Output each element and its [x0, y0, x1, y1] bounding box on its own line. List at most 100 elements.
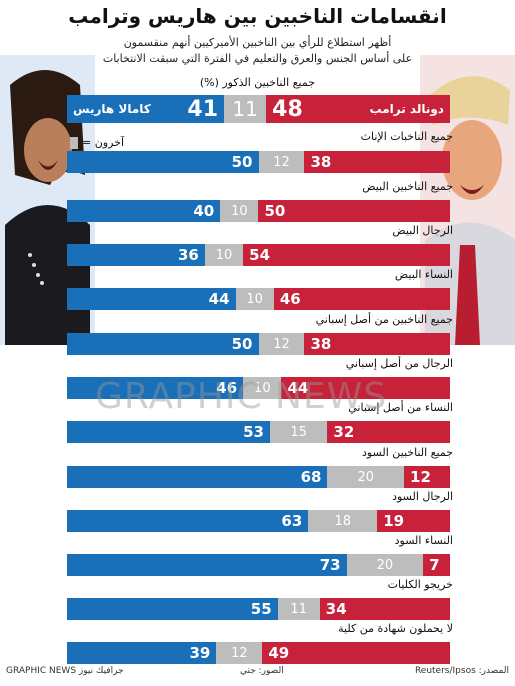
other-bar-segment: 10	[204, 244, 244, 266]
subtitle-line-1: أظهر استطلاع للرأي بين الناخبين الأميركي…	[123, 36, 392, 49]
legend-other: آخرون =	[70, 136, 124, 149]
trump-bar-segment: 48 دونالد ترامب	[266, 95, 450, 123]
other-bar-segment: 20	[327, 466, 405, 488]
row-label: الرجال البيض	[392, 224, 453, 237]
bar-row: 50 12 38	[67, 333, 450, 355]
bar-row: 44 10 46	[67, 288, 450, 310]
trump-bar-segment: 34	[319, 598, 450, 620]
legend-other-label: آخرون =	[82, 136, 125, 149]
bar-row: 68 20 12	[67, 466, 450, 488]
other-bar-segment: 18	[308, 510, 378, 532]
harris-value-label: 55	[250, 600, 272, 618]
other-value-label: 12	[231, 645, 248, 661]
harris-value-label: 39	[189, 644, 211, 662]
trump-value-label: 50	[264, 202, 286, 220]
bar-row: 40 10 50	[67, 200, 450, 222]
row-label: النساء من أصل إسباني	[348, 401, 453, 414]
row-label: خريجو الكليات	[387, 578, 453, 591]
trump-value-label: 46	[279, 290, 301, 308]
trump-name-label: دونالد ترامب	[369, 102, 444, 116]
bar-row: 36 10 54	[67, 244, 450, 266]
other-bar-segment: 10	[235, 288, 274, 310]
harris-value-label: 44	[208, 290, 230, 308]
bar-row: 63 18 19	[67, 510, 450, 532]
trump-bar-segment: 44	[281, 377, 450, 399]
trump-value-label: 19	[383, 512, 405, 530]
row-label: جميع الناخبين من أصل إسباني	[315, 313, 453, 326]
harris-value-label: 63	[281, 512, 303, 530]
footer-source: المصدر: Reuters/Ipsos	[414, 666, 509, 676]
other-value-label: 11	[290, 601, 307, 617]
other-value-label: 10	[215, 247, 233, 263]
harris-bar-segment: 50	[67, 333, 259, 355]
harris-value-label: 53	[243, 423, 264, 441]
harris-value-label: 68	[300, 468, 322, 486]
other-value-label: 12	[273, 336, 290, 352]
harris-bar-segment: 46	[67, 377, 244, 399]
other-bar-segment: 20	[346, 554, 424, 576]
harris-value-label: 73	[319, 556, 341, 574]
harris-value-label: 50	[231, 335, 253, 353]
bar-row: 53 15 32	[67, 421, 450, 443]
trump-bar-segment: 46	[273, 288, 450, 310]
bar-row: كامالا هاريس 41 11 48 دونالد ترامب	[67, 95, 450, 123]
harris-name-label: كامالا هاريس	[73, 102, 151, 116]
harris-value-label: 36	[178, 246, 199, 264]
row-label: جميع الناخبين البيض	[362, 180, 453, 193]
other-bar-segment: 10	[220, 200, 259, 222]
other-value-label: 20	[376, 557, 394, 573]
trump-value-label: 48	[272, 96, 303, 122]
trump-value-label: 32	[333, 423, 355, 441]
row-label: النساء السود	[394, 534, 453, 547]
harris-bar-segment: 44	[67, 288, 236, 310]
trump-value-label: 38	[310, 335, 332, 353]
subtitle-line-2: على أساس الجنس والعرق والتعليم في الفترة…	[102, 52, 413, 65]
other-bar-segment: 11	[224, 95, 267, 123]
other-bar-segment: 15	[269, 421, 328, 443]
other-value-label: 12	[273, 154, 290, 170]
other-value-label: 10	[254, 380, 271, 396]
trump-value-label: 7	[429, 556, 440, 574]
trump-value-label: 12	[410, 468, 431, 486]
harris-bar-segment: 53	[67, 421, 270, 443]
trump-bar-segment: 19	[377, 510, 450, 532]
trump-bar-segment: 50	[258, 200, 450, 222]
trump-value-label: 49	[268, 644, 290, 662]
harris-value-label: 46	[216, 379, 238, 397]
trump-value-label: 54	[249, 246, 271, 264]
bar-row: 46 10 44	[67, 377, 450, 399]
bar-row: 55 11 34	[67, 598, 450, 620]
other-bar-segment: 12	[258, 151, 305, 173]
harris-value-label: 41	[187, 96, 219, 122]
row-label: الرجال السود	[392, 490, 453, 503]
row-label: الرجال من أصل إسباني	[345, 357, 453, 370]
harris-value-label: 40	[193, 202, 215, 220]
trump-bar-segment: 12	[404, 466, 450, 488]
trump-bar-segment: 32	[327, 421, 450, 443]
bar-row: 39 12 49	[67, 642, 450, 664]
other-value-label: 11	[232, 97, 258, 121]
row-label: لا يحملون شهادة من كلية	[338, 622, 453, 635]
legend-other-swatch	[70, 136, 78, 149]
other-bar-segment: 11	[277, 598, 320, 620]
footer-photo-credit: الصور: جتي	[240, 666, 284, 676]
harris-bar-segment: 55	[67, 598, 278, 620]
chart-title: انقسامات الناخبين بين هاريس وترامب	[68, 4, 447, 28]
other-bar-segment: 10	[243, 377, 282, 399]
other-value-label: 10	[246, 291, 263, 307]
harris-bar-segment: 40	[67, 200, 221, 222]
other-bar-segment: 12	[216, 642, 263, 664]
trump-value-label: 44	[287, 379, 309, 397]
trump-bar-segment: 38	[304, 151, 450, 173]
row-label: جميع الناخبين الذكور (%)	[199, 76, 315, 89]
other-value-label: 10	[231, 203, 248, 219]
other-value-label: 18	[334, 513, 352, 529]
harris-bar-segment: 73	[67, 554, 347, 576]
trump-bar-segment: 7	[423, 554, 450, 576]
row-label: النساء البيض	[394, 268, 453, 281]
harris-bar-segment: 63	[67, 510, 309, 532]
bar-row: 73 20 7	[67, 554, 450, 576]
harris-bar-segment: 68	[67, 466, 328, 488]
trump-value-label: 38	[310, 153, 332, 171]
footer-brand: GRAPHIC NEWS جرافيك نيوز	[6, 666, 124, 676]
